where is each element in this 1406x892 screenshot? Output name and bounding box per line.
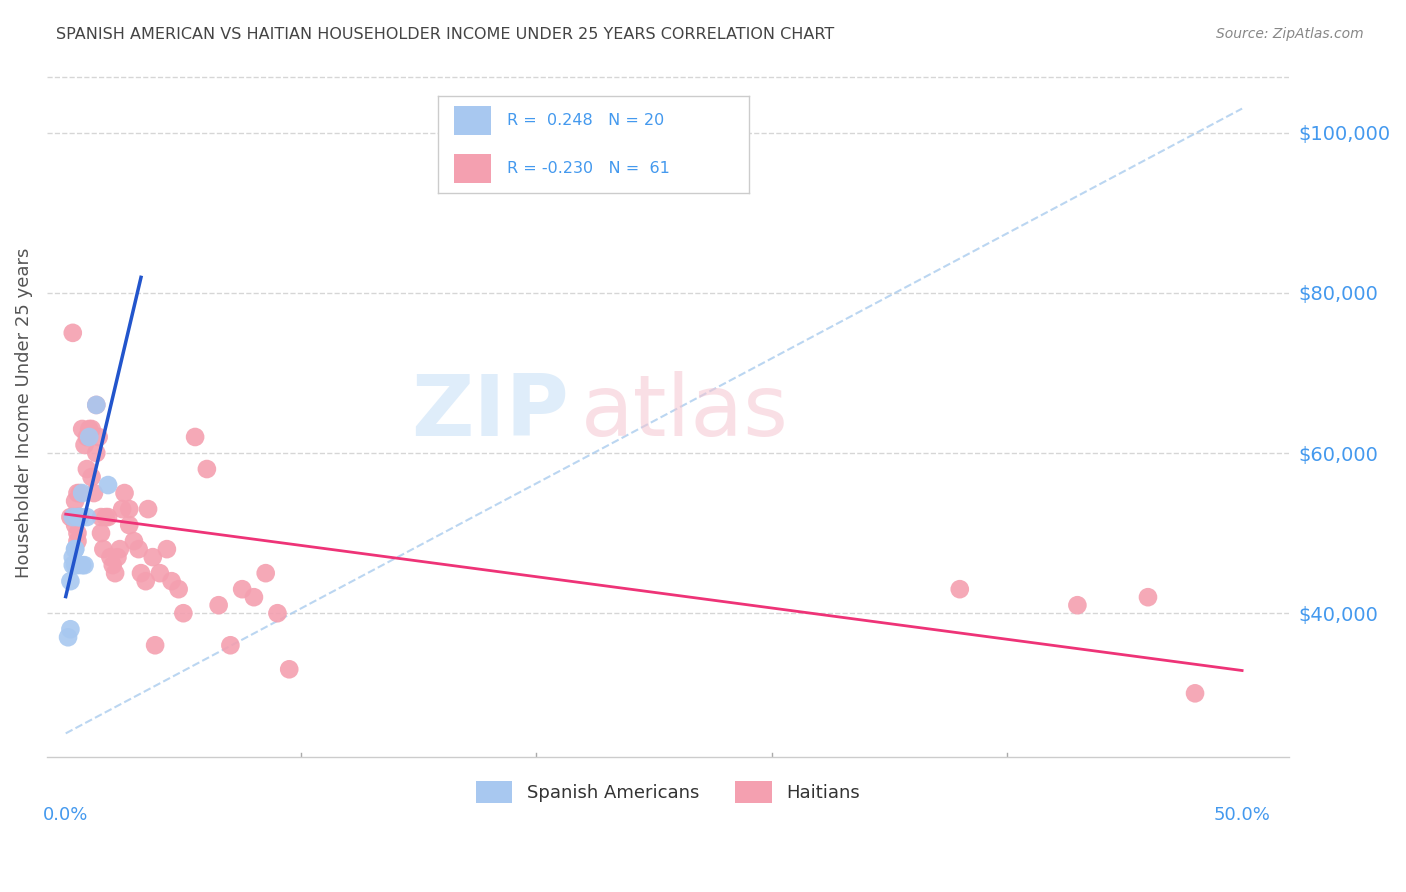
Point — [118, 502, 141, 516]
Point — [143, 638, 166, 652]
Point — [62, 326, 84, 340]
Point — [122, 534, 145, 549]
Point — [97, 510, 120, 524]
Point — [69, 510, 91, 524]
Point — [62, 550, 84, 565]
Point — [97, 478, 120, 492]
Point — [66, 534, 89, 549]
Point — [63, 518, 86, 533]
Point — [135, 574, 157, 589]
Point — [73, 438, 96, 452]
Point — [949, 582, 972, 597]
Point — [167, 582, 190, 597]
Point — [76, 462, 98, 476]
Point — [62, 510, 84, 524]
Point — [59, 622, 82, 636]
Point — [118, 518, 141, 533]
Point — [63, 494, 86, 508]
Point — [90, 526, 112, 541]
Point — [114, 486, 136, 500]
Point — [84, 398, 107, 412]
Point — [136, 502, 159, 516]
Point — [56, 630, 79, 644]
Point — [70, 558, 93, 573]
Point — [66, 486, 89, 500]
Point — [111, 502, 134, 516]
Point — [266, 606, 288, 620]
Point — [63, 542, 86, 557]
Point — [254, 566, 277, 581]
Point — [90, 510, 112, 524]
Point — [94, 510, 117, 524]
Y-axis label: Householder Income Under 25 years: Householder Income Under 25 years — [15, 248, 32, 578]
Point — [70, 422, 93, 436]
Point — [1066, 598, 1088, 612]
Point — [160, 574, 183, 589]
Point — [100, 550, 122, 565]
Text: SPANISH AMERICAN VS HAITIAN HOUSEHOLDER INCOME UNDER 25 YEARS CORRELATION CHART: SPANISH AMERICAN VS HAITIAN HOUSEHOLDER … — [56, 27, 835, 42]
Point — [107, 550, 129, 565]
Point — [1136, 591, 1159, 605]
Point — [69, 486, 91, 500]
Point — [84, 446, 107, 460]
Point — [66, 526, 89, 541]
Point — [76, 510, 98, 524]
Point — [219, 638, 242, 652]
Point — [73, 558, 96, 573]
Point — [195, 462, 218, 476]
Point — [63, 542, 86, 557]
Point — [93, 542, 115, 557]
Point — [62, 510, 84, 524]
Point — [108, 542, 131, 557]
Point — [59, 574, 82, 589]
Text: ZIP: ZIP — [411, 371, 568, 454]
Point — [208, 598, 231, 612]
Text: 50.0%: 50.0% — [1213, 805, 1271, 823]
Legend: Spanish Americans, Haitians: Spanish Americans, Haitians — [470, 774, 868, 810]
Point — [80, 470, 103, 484]
Point — [278, 662, 301, 676]
Point — [84, 398, 107, 412]
Point — [69, 510, 91, 524]
Point — [66, 510, 89, 524]
Point — [80, 422, 103, 436]
Point — [66, 558, 89, 573]
Point — [231, 582, 253, 597]
Point — [142, 550, 165, 565]
Point — [101, 558, 124, 573]
Point — [59, 510, 82, 524]
Point — [63, 558, 86, 573]
Point — [149, 566, 172, 581]
Point — [243, 591, 266, 605]
Point — [77, 430, 100, 444]
Point — [156, 542, 179, 557]
Text: 0.0%: 0.0% — [44, 805, 89, 823]
Text: Source: ZipAtlas.com: Source: ZipAtlas.com — [1216, 27, 1364, 41]
Point — [129, 566, 152, 581]
Point — [87, 430, 110, 444]
Point — [104, 566, 127, 581]
Point — [70, 486, 93, 500]
Point — [76, 430, 98, 444]
Point — [66, 510, 89, 524]
Point — [83, 486, 105, 500]
Point — [77, 422, 100, 436]
Text: atlas: atlas — [581, 371, 789, 454]
Point — [184, 430, 207, 444]
Point — [172, 606, 194, 620]
Point — [128, 542, 150, 557]
Point — [1184, 686, 1206, 700]
Point — [62, 558, 84, 573]
Point — [69, 510, 91, 524]
